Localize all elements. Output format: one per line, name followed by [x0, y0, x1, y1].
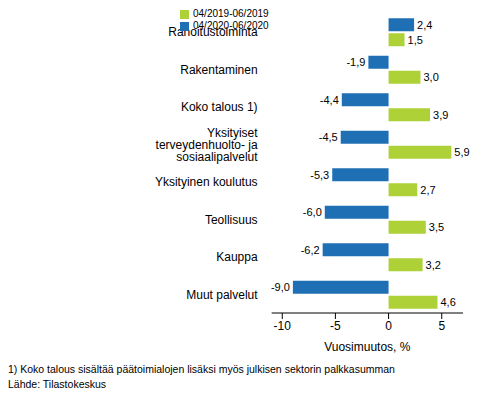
svg-text:-10: -10 [274, 319, 292, 333]
svg-text:-1,9: -1,9 [346, 56, 365, 68]
svg-text:-5,3: -5,3 [310, 169, 329, 181]
svg-text:-9,0: -9,0 [271, 281, 290, 293]
svg-text:Rakentaminen: Rakentaminen [180, 63, 257, 77]
svg-text:-5: -5 [330, 319, 341, 333]
svg-text:Yksityinen koulutus: Yksityinen koulutus [155, 175, 258, 189]
svg-text:2,4: 2,4 [417, 19, 432, 31]
svg-text:5: 5 [438, 319, 445, 333]
svg-text:Koko talous 1): Koko talous 1) [181, 100, 258, 114]
svg-text:-4,5: -4,5 [319, 131, 338, 143]
svg-text:3,5: 3,5 [429, 221, 444, 233]
svg-text:-6,2: -6,2 [301, 244, 320, 256]
svg-text:Kauppa: Kauppa [216, 250, 258, 264]
svg-text:Teollisuus: Teollisuus [205, 213, 258, 227]
svg-text:Yksityisetterveydenhuolto- jas: Yksityisetterveydenhuolto- jasosiaalipal… [156, 126, 259, 164]
svg-text:3,9: 3,9 [433, 109, 448, 121]
svg-text:Rahoitustoiminta: Rahoitustoiminta [168, 25, 258, 39]
svg-text:0: 0 [385, 319, 392, 333]
svg-text:-6,0: -6,0 [303, 206, 322, 218]
svg-text:5,9: 5,9 [454, 146, 469, 158]
svg-text:2,7: 2,7 [420, 184, 435, 196]
svg-text:Vuosimuutos, %: Vuosimuutos, % [324, 340, 411, 354]
svg-text:Muut palvelut: Muut palvelut [186, 288, 258, 302]
svg-text:3,2: 3,2 [426, 259, 441, 271]
svg-text:4,6: 4,6 [440, 296, 455, 308]
svg-text:-4,4: -4,4 [320, 94, 339, 106]
svg-text:1,5: 1,5 [408, 34, 423, 46]
svg-text:3,0: 3,0 [423, 71, 438, 83]
